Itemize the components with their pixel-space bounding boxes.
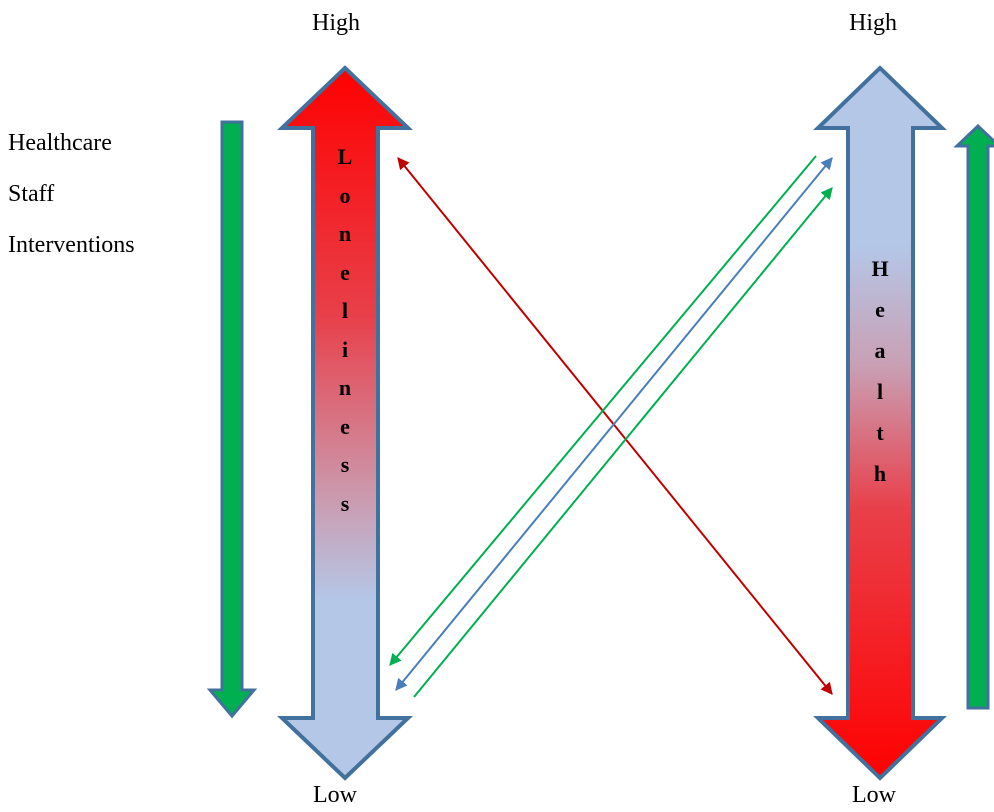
loneliness-vertical-text: L o n e l i n e s s <box>330 138 360 523</box>
health-letter: l <box>876 379 884 404</box>
health-letter: t <box>876 420 884 445</box>
side-label-line-2: Staff <box>8 181 55 207</box>
loneliness-letter: e <box>340 259 350 285</box>
loneliness-letter: s <box>340 490 350 516</box>
side-label-line-3: Interventions <box>8 232 135 258</box>
loneliness-low-label: Low <box>313 782 357 808</box>
health-high-label: High <box>849 10 897 36</box>
loneliness-letter: o <box>339 182 351 208</box>
loneliness-letter: s <box>340 452 350 477</box>
green-connector-line-lower <box>413 187 833 698</box>
healthcare-staff-interventions-label: Healthcare Staff Interventions <box>8 118 135 271</box>
health-low-label: Low <box>852 782 896 808</box>
blue-connector-line <box>395 157 833 691</box>
side-label-line-1: Healthcare <box>8 130 112 156</box>
loneliness-letter: l <box>341 298 349 323</box>
health-letter: H <box>871 256 889 281</box>
health-double-arrow <box>813 65 947 781</box>
interventions-down-arrow <box>206 120 258 719</box>
health-vertical-text: H e a l t h <box>865 248 895 494</box>
loneliness-letter: n <box>338 375 352 400</box>
loneliness-letter: i <box>341 336 349 362</box>
health-letter: e <box>875 297 885 322</box>
loneliness-high-label: High <box>312 10 360 36</box>
loneliness-letter: n <box>338 221 352 246</box>
health-letter: h <box>873 461 887 486</box>
health-letter: a <box>874 338 886 363</box>
loneliness-letter: e <box>340 413 350 439</box>
loneliness-letter: L <box>337 144 353 169</box>
loneliness-double-arrow <box>277 65 413 781</box>
green-connector-line-upper <box>389 155 817 666</box>
health-support-up-arrow <box>953 123 994 710</box>
